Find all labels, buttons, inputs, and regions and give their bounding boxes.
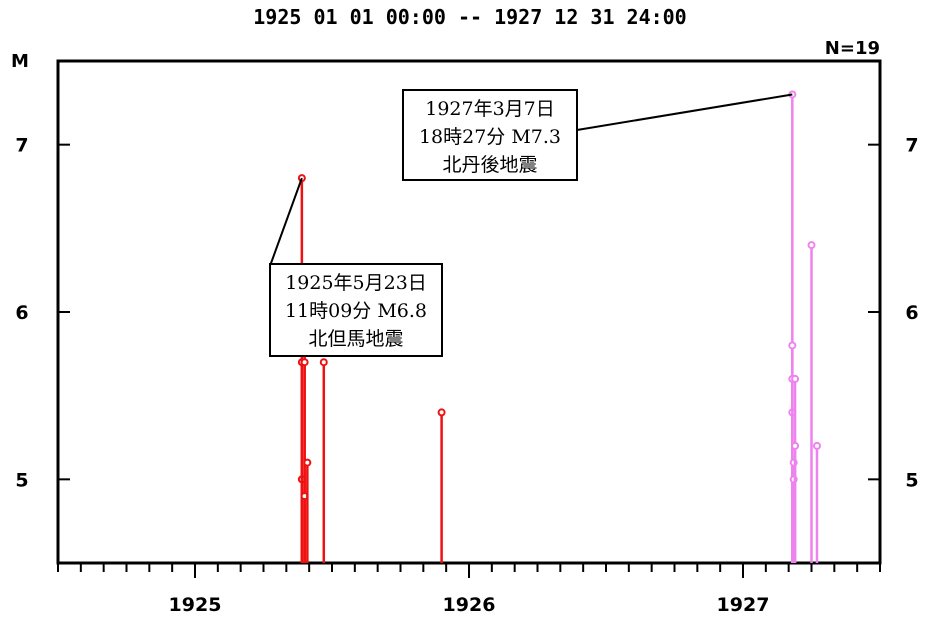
annotation-text-line: 11時09分 M6.8 [285,300,427,322]
x-tick-label: 1925 [169,594,222,616]
annotation-text-line: 1927年3月7日 [425,98,555,120]
event-marker [303,458,312,467]
x-tick-label: 1926 [443,594,496,616]
event-count-label: N=19 [825,38,880,59]
annotation-text-line: 北丹後地震 [442,154,537,176]
y-tick-label-left: 6 [15,302,28,324]
data-marks [297,90,821,563]
annotation-box [402,89,578,181]
event-marker [437,408,446,417]
chart-title: 1925 01 01 00:00 -- 1927 12 31 24:00 [253,5,686,29]
event-marker [319,358,328,367]
event-marker [791,374,800,383]
y-tick-label-right: 7 [905,135,918,157]
annotation-leader-line [269,177,303,267]
y-tick-label-right: 5 [905,469,918,491]
y-tick-label-right: 6 [905,302,918,324]
y-tick-label-left: 7 [15,135,28,157]
axis-ticks: 1925 1926 1927 5 5 6 6 7 7 [15,135,918,616]
annotation-text-line: 北但馬地震 [308,328,403,350]
annotation-text-line: 1925年5月23日 [285,272,427,294]
y-axis-label: M [11,51,29,72]
event-marker [807,241,816,250]
event-marker [791,441,800,450]
y-tick-label-left: 5 [15,469,28,491]
event-marker [300,358,309,367]
annotations: 1925年5月23日 11時09分 M6.8 北但馬地震 1927年3月7日 18時27… [269,89,793,357]
event-marker [788,341,797,350]
x-tick-label: 1927 [717,594,770,616]
annotation-leader-line [576,93,793,131]
event-marker [812,441,821,450]
annotation-text-line: 18時27分 M7.3 [419,126,561,148]
annotation-box [269,263,443,357]
